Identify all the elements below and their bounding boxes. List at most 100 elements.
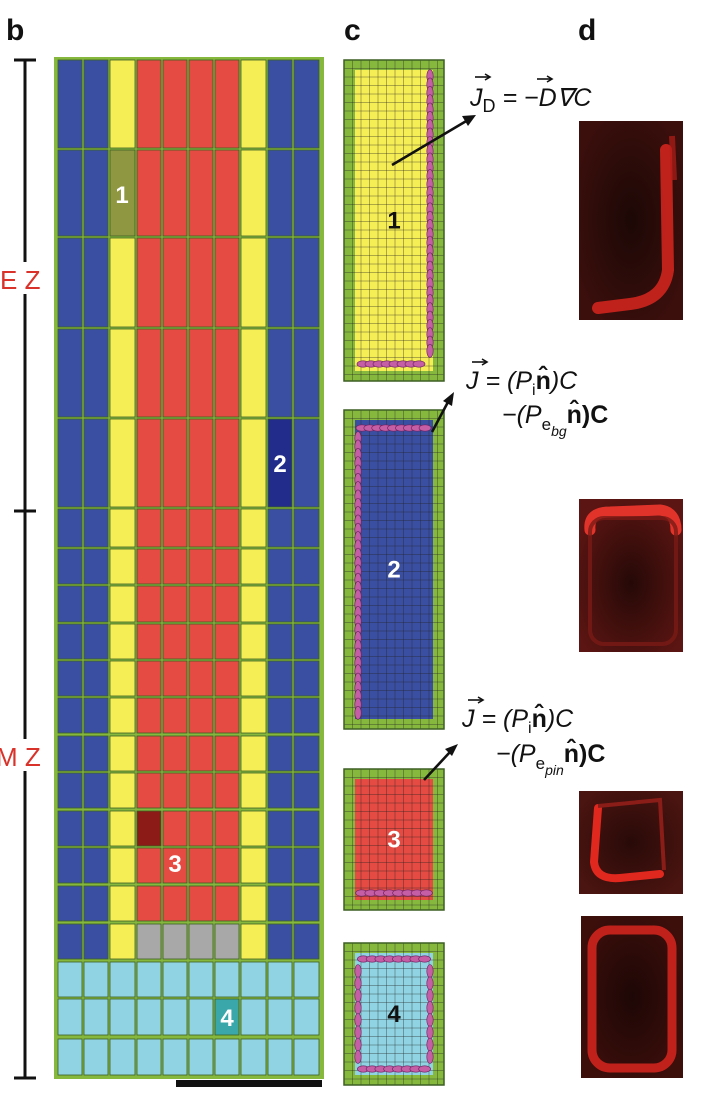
tissue-cell bbox=[136, 810, 162, 847]
tissue-cell bbox=[214, 585, 240, 623]
tissue-cell bbox=[57, 772, 83, 809]
tissue-cell bbox=[162, 961, 188, 998]
tissue-cell bbox=[57, 328, 83, 418]
tissue-cell bbox=[162, 923, 188, 960]
tissue-cell bbox=[293, 810, 320, 847]
tissue-cell bbox=[188, 772, 214, 809]
tissue-cell bbox=[136, 697, 162, 734]
panel-letter-d: d bbox=[578, 14, 596, 47]
pin-protein bbox=[420, 889, 433, 897]
pin-protein bbox=[426, 976, 434, 991]
tissue-cell bbox=[109, 998, 136, 1036]
zone-label-ez-bg bbox=[0, 262, 48, 294]
tissue-cell bbox=[267, 885, 293, 922]
tissue-cell bbox=[188, 810, 214, 847]
svg-text:JD = −D∇C: JD = −D∇C bbox=[469, 84, 592, 116]
tissue-cell bbox=[188, 885, 214, 922]
tissue-cell bbox=[267, 735, 293, 772]
equation-flux-pin: J = (Pin̂)C −(Pepinn̂)C bbox=[461, 696, 605, 778]
tissue-cell bbox=[57, 508, 83, 548]
tissue-cell bbox=[136, 998, 162, 1036]
tissue-cell bbox=[240, 847, 267, 884]
tissue-cell bbox=[267, 548, 293, 585]
tissue-cell bbox=[267, 660, 293, 697]
tissue-cell bbox=[267, 418, 293, 508]
tissue-cell bbox=[267, 998, 293, 1036]
tissue-cell bbox=[240, 418, 267, 508]
tissue-cell bbox=[267, 697, 293, 734]
tissue-cell bbox=[162, 328, 188, 418]
tissue-cell bbox=[293, 1038, 320, 1076]
tissue-cell bbox=[109, 548, 136, 585]
tissue-cell bbox=[188, 998, 214, 1036]
tissue-cell bbox=[83, 923, 109, 960]
tissue-cell bbox=[240, 810, 267, 847]
tissue-cell bbox=[240, 961, 267, 998]
tissue-cell bbox=[83, 998, 109, 1036]
tissue-cell bbox=[293, 149, 320, 237]
tissue-cell bbox=[214, 328, 240, 418]
tissue-cell bbox=[214, 548, 240, 585]
tissue-cell bbox=[83, 735, 109, 772]
pin-protein bbox=[354, 1037, 362, 1052]
flux-arrows bbox=[391, 115, 476, 781]
tissue-cell bbox=[293, 508, 320, 548]
tissue-cell bbox=[214, 660, 240, 697]
tissue-cell bbox=[214, 772, 240, 809]
cytoplasm bbox=[355, 70, 433, 371]
tissue-cell bbox=[240, 623, 267, 660]
tissue-cell bbox=[267, 237, 293, 328]
tissue-cell bbox=[240, 59, 267, 149]
tissue-cell bbox=[136, 660, 162, 697]
cell-model-4: 4 bbox=[343, 942, 445, 1086]
tissue-cell bbox=[293, 772, 320, 809]
tissue-cell bbox=[293, 237, 320, 328]
tissue-cell bbox=[136, 1038, 162, 1076]
tissue-cell bbox=[136, 585, 162, 623]
tissue-cell bbox=[83, 149, 109, 237]
tissue-cell bbox=[109, 59, 136, 149]
tissue-cell bbox=[57, 1038, 83, 1076]
tissue-cell bbox=[57, 998, 83, 1036]
tissue-cell bbox=[109, 735, 136, 772]
tissue-cell bbox=[162, 418, 188, 508]
tissue-cell bbox=[293, 847, 320, 884]
tissue-cell bbox=[57, 923, 83, 960]
tissue-cell bbox=[293, 998, 320, 1036]
equation-diffusion: JD = −D∇C bbox=[469, 73, 592, 116]
cell-model-2-number: 2 bbox=[387, 557, 400, 584]
panel-letter-c: c bbox=[344, 14, 361, 47]
tissue-cell bbox=[240, 772, 267, 809]
tissue-cell bbox=[83, 697, 109, 734]
tissue-cell bbox=[136, 923, 162, 960]
tissue-cell bbox=[136, 328, 162, 418]
pin-protein bbox=[354, 1025, 362, 1040]
tissue-cell bbox=[162, 810, 188, 847]
tissue-cell bbox=[109, 149, 136, 237]
tissue-cell bbox=[214, 697, 240, 734]
svg-text:J = (Pin̂)C: J = (Pin̂)C bbox=[465, 365, 578, 399]
tissue-cell bbox=[162, 660, 188, 697]
tissue-cell bbox=[188, 623, 214, 660]
micrograph-1 bbox=[579, 121, 683, 320]
tissue-cell bbox=[162, 237, 188, 328]
pin-protein bbox=[354, 1001, 362, 1015]
tissue-cell bbox=[162, 735, 188, 772]
tissue-cell bbox=[214, 237, 240, 328]
tissue-cell bbox=[267, 772, 293, 809]
tissue-cell bbox=[240, 660, 267, 697]
cell-number-3: 3 bbox=[168, 851, 181, 878]
tissue-cell bbox=[162, 623, 188, 660]
tissue-cell bbox=[136, 847, 162, 884]
tissue-cell bbox=[83, 418, 109, 508]
pin-protein bbox=[418, 1065, 431, 1073]
tissue-cell bbox=[109, 885, 136, 922]
tissue-cell bbox=[267, 623, 293, 660]
tissue-cell bbox=[136, 508, 162, 548]
tissue-cell bbox=[83, 548, 109, 585]
tissue-cell bbox=[214, 1038, 240, 1076]
tissue-cell bbox=[136, 149, 162, 237]
tissue-cell bbox=[136, 548, 162, 585]
pin-protein bbox=[426, 344, 434, 358]
